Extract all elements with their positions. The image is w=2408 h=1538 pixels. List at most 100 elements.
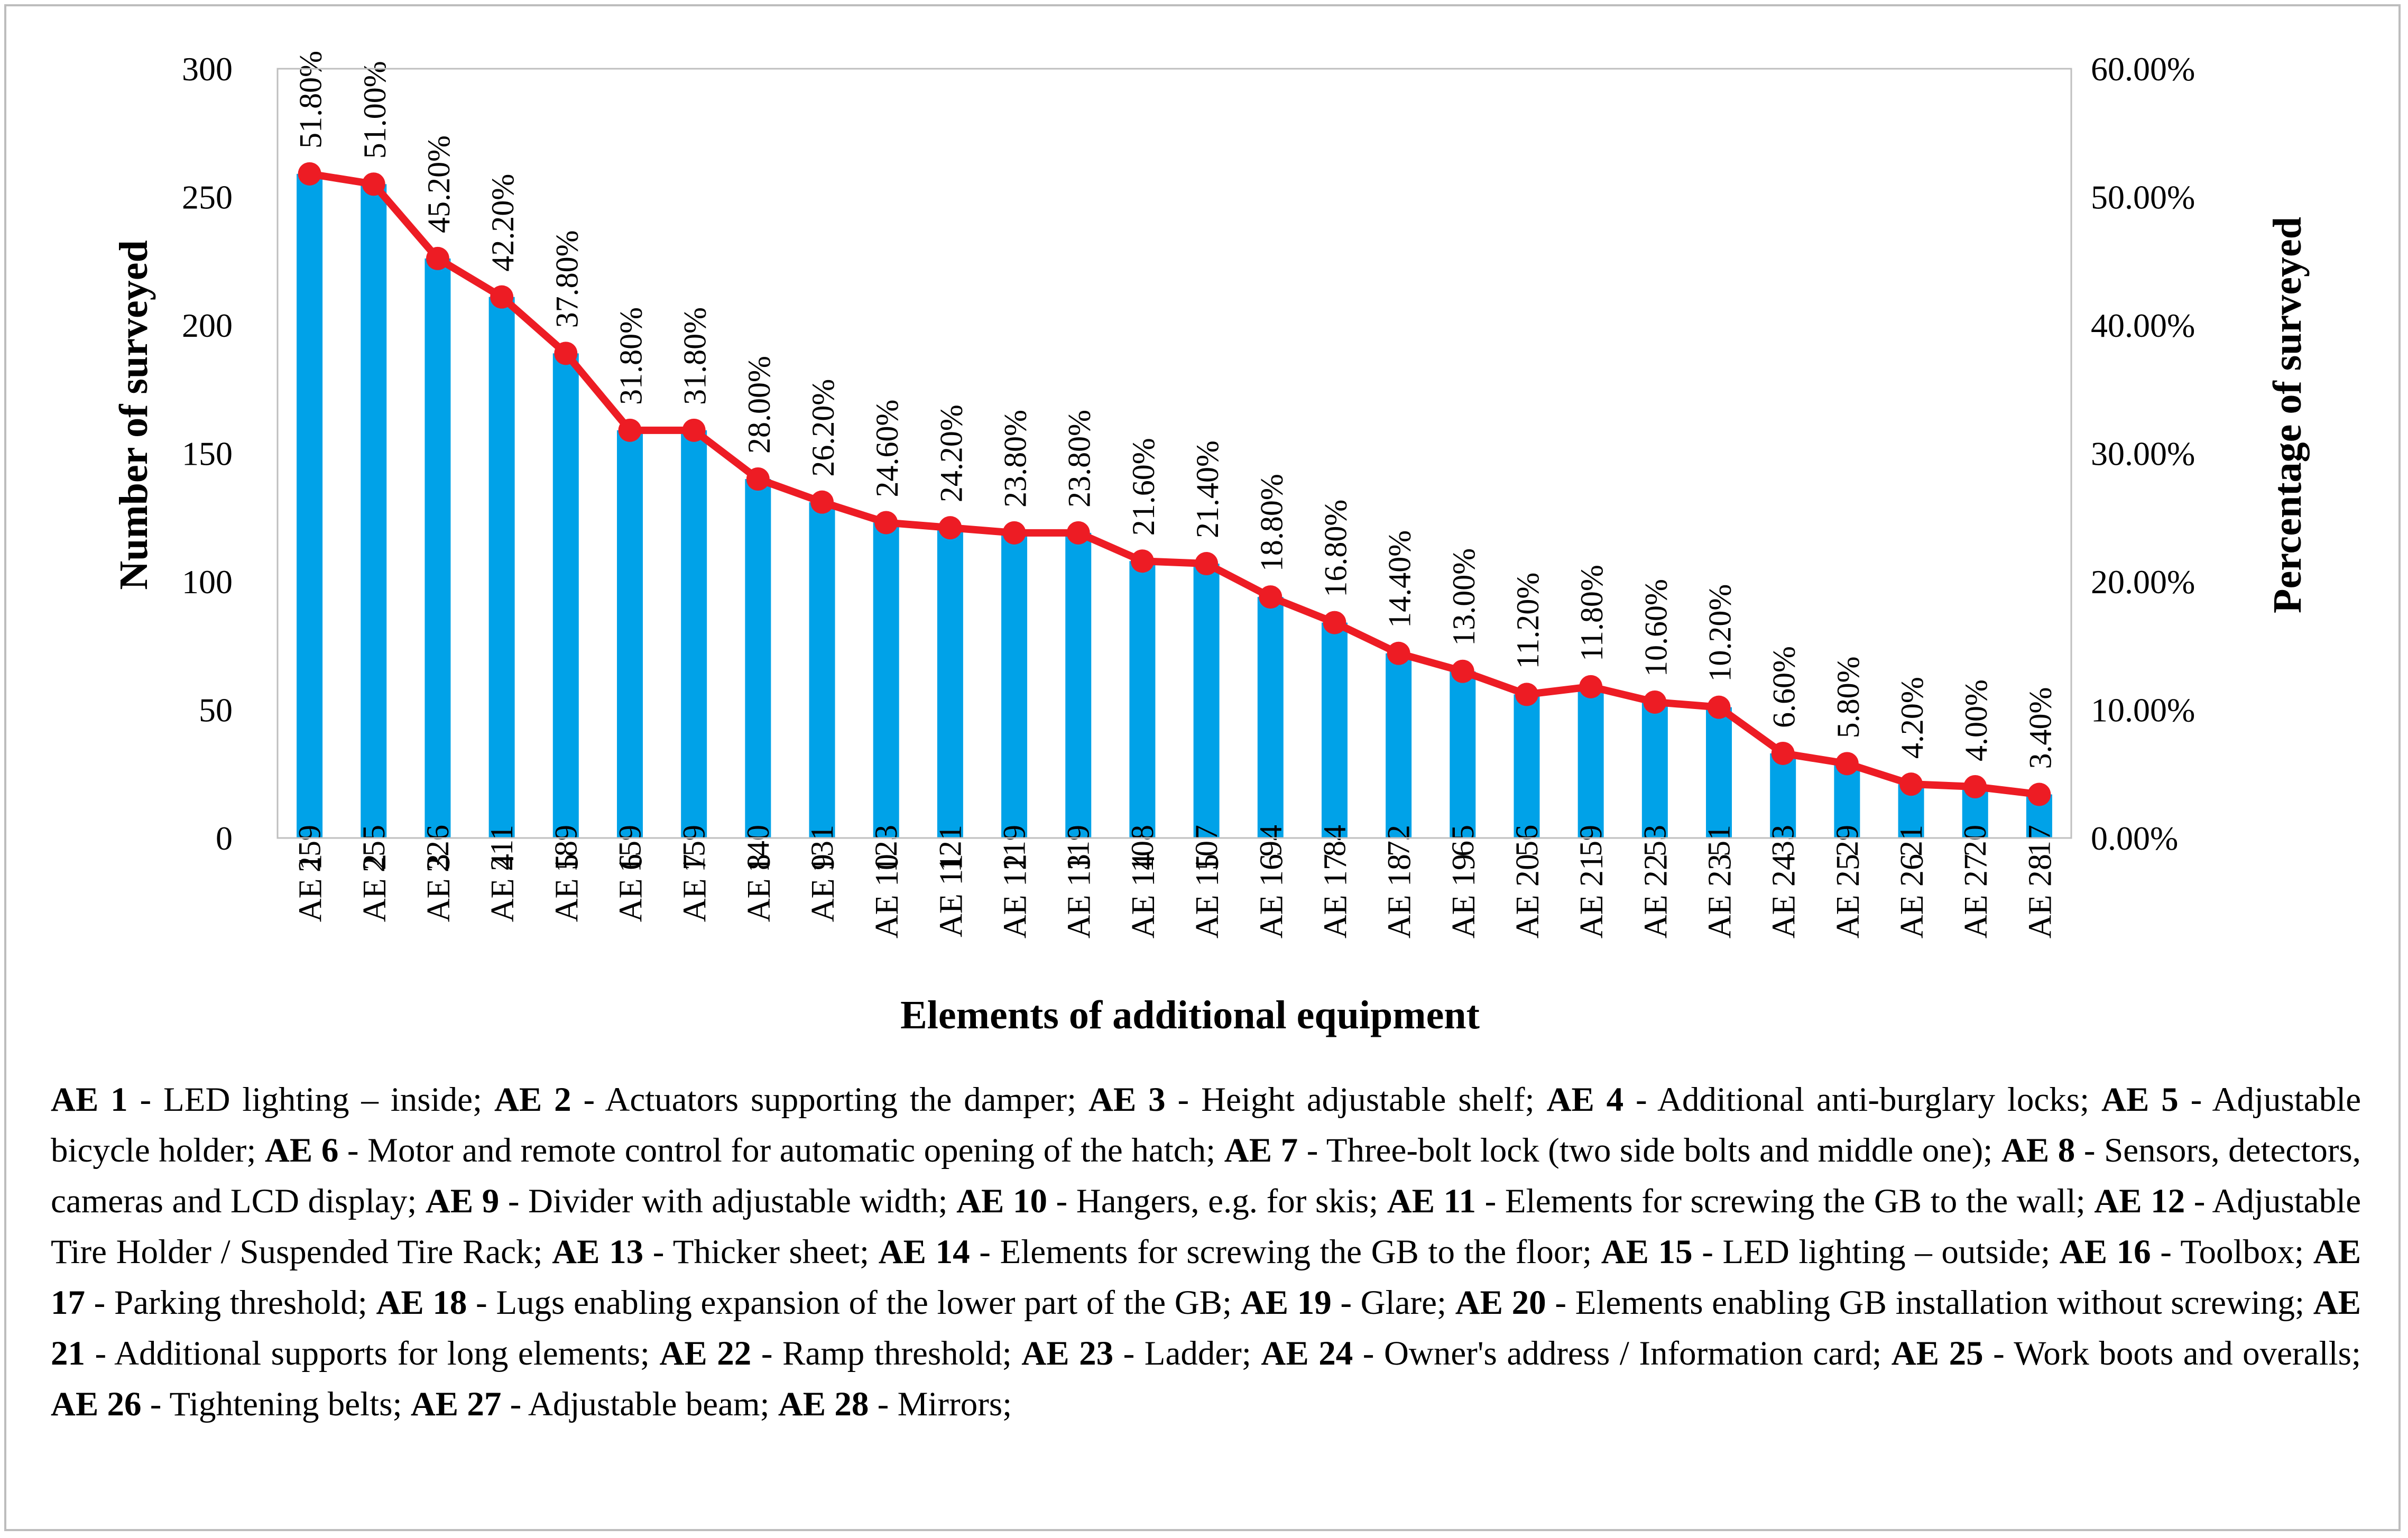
y2-tick-label: 60.00% (2091, 50, 2195, 88)
x-tick-label: AE 16 (1253, 854, 1289, 938)
legend-code: AE 20 (1455, 1284, 1546, 1322)
x-tick-label: AE 14 (1125, 854, 1161, 938)
bar-value-label: 140 (741, 825, 776, 872)
percentage-point (618, 418, 642, 442)
percentage-point (682, 418, 706, 442)
percentage-label: 14.40% (1382, 530, 1417, 628)
y-tick-label: 100 (182, 563, 233, 601)
legend-code: AE 13 (552, 1233, 644, 1271)
percentage-label: 6.60% (1767, 646, 1802, 728)
percentage-point (1579, 675, 1603, 698)
bar (1834, 763, 1860, 838)
bar-value-label: 72 (1381, 825, 1416, 857)
percentage-label: 16.80% (1318, 500, 1353, 597)
bar-series: 259 255 226 211 189 159 159 140 131 123 121 119 119 1… (292, 173, 2056, 872)
bar (809, 502, 835, 838)
x-tick-label: AE 22 (1638, 854, 1674, 938)
x-tick-label: AE 18 (1382, 854, 1418, 938)
y-tick-label: 300 (182, 50, 233, 88)
percentage-point (1066, 521, 1090, 545)
bar (1514, 694, 1540, 838)
x-tick-label: AE 10 (869, 854, 905, 938)
percentage-label: 10.20% (1703, 584, 1738, 682)
legend-description: Adjustable bicycle holder (51, 1081, 2361, 1169)
y-axis-label: Number of surveyed (112, 240, 156, 590)
bar (1257, 597, 1284, 838)
bar-value-label: 259 (292, 825, 327, 872)
bar (1065, 532, 1092, 838)
percentage-label: 4.20% (1895, 677, 1930, 759)
percentage-label: 24.60% (870, 399, 905, 497)
bar (552, 353, 579, 838)
legend-code: AE 12 (2094, 1182, 2185, 1220)
percentage-label: 51.80% (293, 51, 328, 149)
x-tick-label: AE 23 (1702, 854, 1738, 938)
x-tick-label: AE 21 (1574, 854, 1610, 938)
legend-code: AE 2 (494, 1081, 571, 1119)
legend-code: AE 25 (1891, 1334, 1983, 1373)
x-tick-label: AE 9 (805, 854, 841, 922)
percentage-point (554, 342, 578, 365)
bar-value-label: 17 (2022, 825, 2056, 857)
bar (873, 522, 899, 838)
plot-area-border (276, 68, 2072, 839)
y2-tick-label: 0.00% (2091, 819, 2178, 857)
bar (1641, 702, 1668, 838)
x-tick-label: AE 19 (1446, 854, 1482, 938)
bar-value-label: 29 (1830, 825, 1865, 857)
y2-tick-label: 50.00% (2091, 179, 2195, 216)
x-tick-label: AE 15 (1189, 854, 1225, 938)
legend-code: AE 5 (2101, 1081, 2179, 1119)
x-tick-label: AE 17 (1317, 854, 1353, 938)
x-tick-label: AE 27 (1958, 854, 1994, 938)
percentage-label: 31.80% (678, 307, 713, 405)
bar-value-label: 59 (1573, 825, 1608, 857)
x-tick-label: AE 24 (1766, 854, 1802, 938)
legend-description: Actuators supporting the damper (605, 1081, 1067, 1119)
legend-code: AE 26 (51, 1385, 142, 1423)
legend-description: Additional anti-burglary locks (1657, 1081, 2080, 1119)
legend-description: Adjustable Tire Holder / Suspended Tire … (51, 1182, 2361, 1271)
percentage-point (874, 511, 898, 535)
percentage-point (938, 516, 962, 540)
percentage-label: 28.00% (742, 356, 777, 454)
percentage-point (1451, 659, 1474, 683)
legend-code: AE 11 (1387, 1182, 1477, 1220)
bar-value-label: 211 (484, 825, 519, 871)
legend-code: AE 19 (1240, 1284, 1332, 1322)
percentage-label: 45.20% (421, 135, 456, 233)
bar (1450, 671, 1476, 838)
legend-description: LED lighting – outside (1722, 1233, 2041, 1271)
percentage-point (1515, 683, 1538, 706)
y2-tick-label: 40.00% (2091, 307, 2195, 344)
percentage-point (362, 172, 385, 196)
legend-description: Adjustable beam (528, 1385, 760, 1423)
percentage-point (1643, 690, 1667, 714)
percentage-point (490, 285, 514, 309)
legend-code: AE 27 (410, 1385, 502, 1423)
x-tick-label: AE 1 (293, 854, 329, 922)
legend-description: Additional supports for long elements (114, 1334, 640, 1373)
legend-code: AE 4 (1546, 1081, 1624, 1119)
bar-value-label: 159 (677, 825, 712, 872)
bar (616, 430, 643, 838)
y2-tick-label: 20.00% (2091, 563, 2195, 601)
legend-description: Ramp threshold (782, 1334, 1002, 1373)
percentage-label: 21.40% (1190, 440, 1225, 538)
y2-tick-label: 30.00% (2091, 435, 2195, 473)
percentage-point (1259, 585, 1283, 609)
legend-description: LED lighting – inside (163, 1081, 473, 1119)
percentage-point (2027, 782, 2051, 806)
legend-code: AE 3 (1088, 1081, 1166, 1119)
legend-code: AE 10 (956, 1182, 1047, 1220)
legend-code: AE 24 (1261, 1334, 1353, 1373)
bar (1193, 564, 1220, 838)
percentage-label: 3.40% (2023, 687, 2058, 769)
bar-value-label: 107 (1189, 825, 1224, 872)
legend-code: AE 18 (376, 1284, 467, 1322)
bar-value-label: 56 (1509, 825, 1544, 857)
bar-value-label: 108 (1125, 825, 1160, 872)
abbreviation-legend: AE 1 - LED lighting – inside; AE 2 - Act… (51, 1081, 2361, 1423)
percentage-point (810, 490, 834, 514)
x-tick-label: AE 12 (998, 854, 1034, 938)
